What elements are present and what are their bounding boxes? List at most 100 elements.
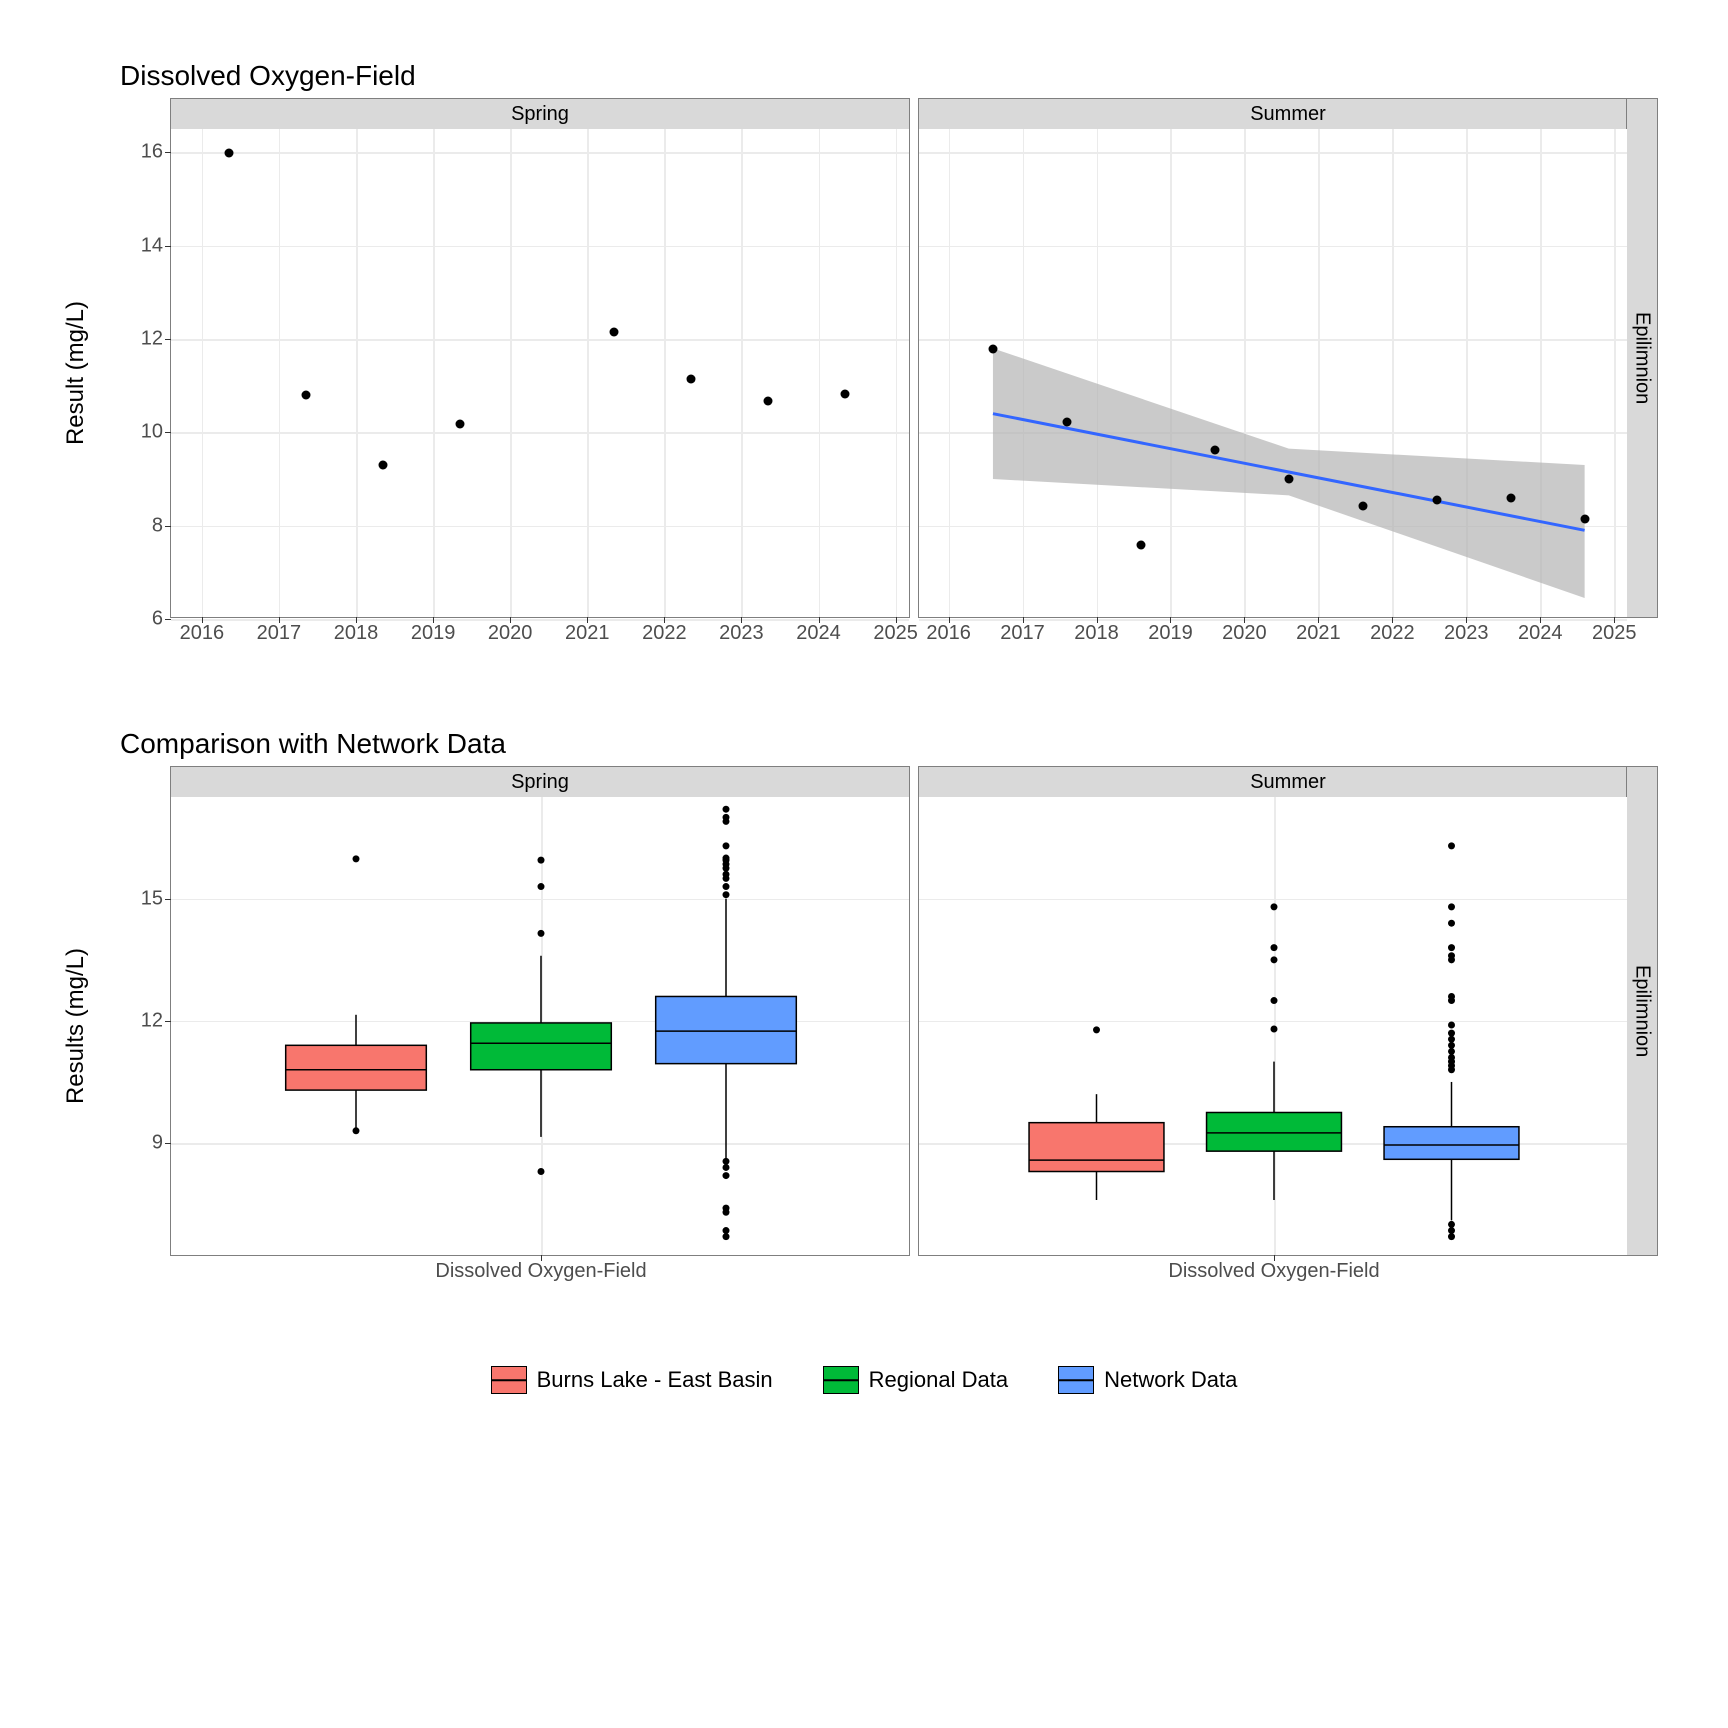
x-tick-label: 2020 <box>1222 622 1267 645</box>
data-point <box>764 396 773 405</box>
x-tick-label: 2025 <box>1592 622 1637 645</box>
outlier-point <box>723 865 730 872</box>
x-tick-label: 2021 <box>565 622 610 645</box>
legend-label: Network Data <box>1104 1367 1237 1393</box>
top-chart-row: Result (mg/L) Spring68101214162016201720… <box>50 98 1678 728</box>
bottom-chart-row: Results (mg/L) Spring91215Dissolved Oxyg… <box>50 766 1678 1316</box>
box-regional <box>471 1023 612 1070</box>
top-panel-spring: Spring6810121416201620172018201920202021… <box>170 98 910 618</box>
outlier-point <box>538 857 545 864</box>
x-tick-label: 2016 <box>180 622 225 645</box>
box-burns <box>286 1045 427 1090</box>
facet-label-top: Summer <box>919 99 1657 130</box>
data-point <box>687 374 696 383</box>
data-point <box>301 391 310 400</box>
legend-swatch <box>1058 1366 1094 1394</box>
outlier-point <box>723 1227 730 1234</box>
legend-swatch <box>823 1366 859 1394</box>
legend-item-regional: Regional Data <box>823 1366 1008 1394</box>
top-y-title: Result (mg/L) <box>62 301 90 445</box>
data-point <box>1358 502 1367 511</box>
data-point <box>1432 496 1441 505</box>
outlier-point <box>353 855 360 862</box>
outlier-point <box>723 891 730 898</box>
x-tick-label: 2022 <box>1370 622 1415 645</box>
outlier-point <box>1448 1021 1455 1028</box>
x-tick-label: 2018 <box>334 622 379 645</box>
x-tick-label: 2016 <box>926 622 971 645</box>
bottom-panel-summer: SummerEpilimnionDissolved Oxygen-Field <box>918 766 1658 1256</box>
facet-label-right: Epilimnion <box>1626 767 1657 1255</box>
x-category-label: Dissolved Oxygen-Field <box>1168 1260 1379 1283</box>
outlier-point <box>723 1209 730 1216</box>
outlier-point <box>723 1164 730 1171</box>
outlier-point <box>1448 1233 1455 1240</box>
x-tick-label: 2018 <box>1074 622 1119 645</box>
outlier-point <box>1448 1030 1455 1037</box>
outlier-point <box>1093 1026 1100 1033</box>
data-point <box>1580 514 1589 523</box>
x-tick-label: 2020 <box>488 622 533 645</box>
outlier-point <box>1448 944 1455 951</box>
outlier-point <box>723 883 730 890</box>
legend: Burns Lake - East Basin Regional Data Netw… <box>50 1366 1678 1394</box>
x-tick-label: 2022 <box>642 622 687 645</box>
facet-label-top: Spring <box>171 99 909 130</box>
data-point <box>610 328 619 337</box>
plot-area: 6810121416201620172018201920202021202220… <box>171 129 909 617</box>
bottom-y-title: Results (mg/L) <box>62 948 90 1104</box>
facet-label-right: Epilimnion <box>1626 99 1657 617</box>
outlier-point <box>538 883 545 890</box>
outlier-point <box>1448 956 1455 963</box>
data-point <box>378 461 387 470</box>
outlier-point <box>723 1233 730 1240</box>
outlier-point <box>1448 1227 1455 1234</box>
top-panel-summer: SummerEpilimnion201620172018201920202021… <box>918 98 1658 618</box>
x-tick-label: 2017 <box>1000 622 1045 645</box>
outlier-point <box>723 875 730 882</box>
plot-area: Dissolved Oxygen-Field <box>919 797 1627 1255</box>
outlier-point <box>1448 842 1455 849</box>
outlier-point <box>723 1158 730 1165</box>
boxplot-layer <box>919 797 1627 1255</box>
outlier-point <box>1448 1042 1455 1049</box>
x-tick-label: 2017 <box>257 622 302 645</box>
data-point <box>1136 541 1145 550</box>
outlier-point <box>1448 1036 1455 1043</box>
plot-area: 2016201720182019202020212022202320242025 <box>919 129 1627 617</box>
legend-item-network: Network Data <box>1058 1366 1237 1394</box>
box-regional <box>1207 1112 1342 1151</box>
facet-label-top: Summer <box>919 767 1657 798</box>
outlier-point <box>723 818 730 825</box>
data-point <box>1062 418 1071 427</box>
outlier-point <box>1271 944 1278 951</box>
outlier-point <box>1448 1066 1455 1073</box>
top-chart-title: Dissolved Oxygen-Field <box>120 60 1678 92</box>
outlier-point <box>1271 997 1278 1004</box>
outlier-point <box>353 1127 360 1134</box>
bottom-panel-spring: Spring91215Dissolved Oxygen-Field <box>170 766 910 1256</box>
x-tick-label: 2019 <box>1148 622 1193 645</box>
outlier-point <box>723 806 730 813</box>
box-network <box>1384 1127 1519 1160</box>
outlier-point <box>1448 920 1455 927</box>
outlier-point <box>723 1172 730 1179</box>
outlier-point <box>723 842 730 849</box>
box-burns <box>1029 1123 1164 1172</box>
data-point <box>224 149 233 158</box>
x-category-label: Dissolved Oxygen-Field <box>435 1260 646 1283</box>
legend-item-burns: Burns Lake - East Basin <box>491 1366 773 1394</box>
x-tick-label: 2021 <box>1296 622 1341 645</box>
outlier-point <box>538 930 545 937</box>
data-point <box>456 419 465 428</box>
data-point <box>1210 446 1219 455</box>
data-point <box>988 345 997 354</box>
x-tick-label: 2024 <box>796 622 841 645</box>
x-tick-label: 2025 <box>873 622 918 645</box>
legend-label: Burns Lake - East Basin <box>537 1367 773 1393</box>
legend-swatch <box>491 1366 527 1394</box>
box-network <box>656 996 797 1063</box>
outlier-point <box>1448 997 1455 1004</box>
outlier-point <box>1271 956 1278 963</box>
outlier-point <box>1271 1026 1278 1033</box>
